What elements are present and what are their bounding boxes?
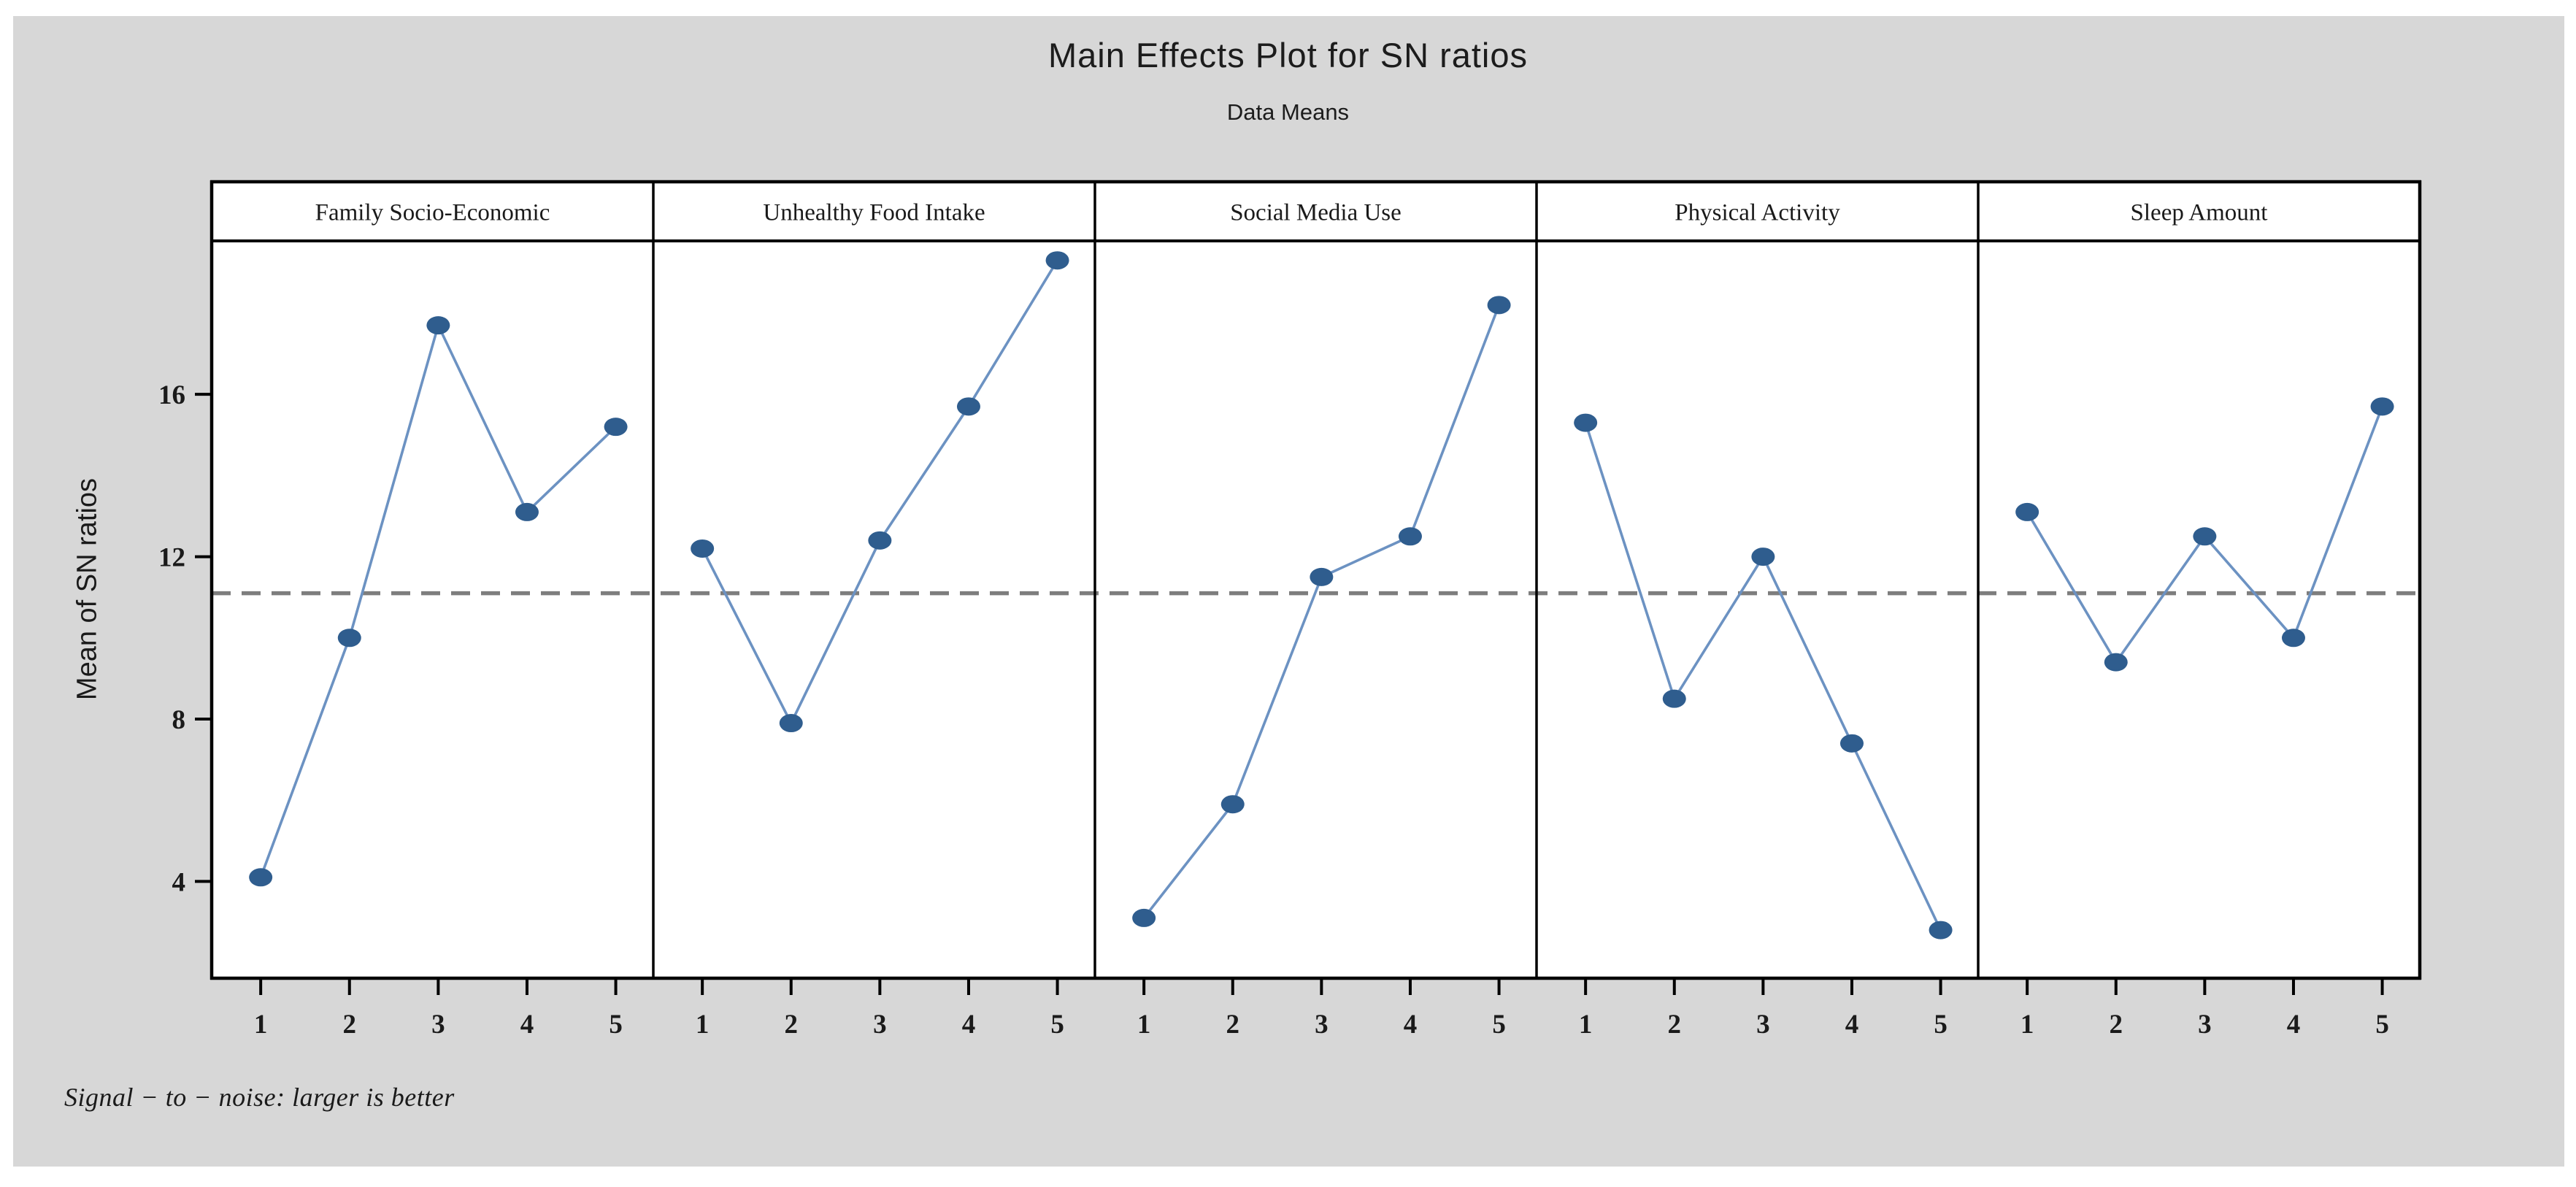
- data-point: [1132, 908, 1156, 927]
- x-tick-label: 1: [1137, 1010, 1151, 1040]
- x-tick-label: 5: [1492, 1010, 1506, 1040]
- data-point: [1751, 548, 1775, 566]
- x-tick-label: 4: [962, 1010, 976, 1040]
- x-tick-label: 5: [1050, 1010, 1064, 1040]
- data-point: [1487, 296, 1511, 315]
- x-tick-label: 3: [431, 1010, 445, 1040]
- y-tick-label: 8: [172, 705, 186, 735]
- x-tick-label: 1: [1579, 1010, 1593, 1040]
- data-point: [1045, 251, 1069, 270]
- data-point: [337, 629, 361, 648]
- x-tick-label: 1: [254, 1010, 268, 1040]
- x-tick-label: 3: [1756, 1010, 1770, 1040]
- x-tick-label: 4: [2287, 1010, 2301, 1040]
- data-point: [691, 539, 715, 558]
- panel-header-label: Physical Activity: [1675, 200, 1840, 226]
- x-tick-label: 2: [785, 1010, 799, 1040]
- data-point: [426, 316, 450, 335]
- x-tick-label: 1: [696, 1010, 710, 1040]
- panel-header-label: Social Media Use: [1230, 200, 1402, 226]
- data-point: [604, 418, 628, 437]
- data-point: [956, 397, 980, 416]
- data-point: [1929, 921, 1953, 940]
- chart-title: Main Effects Plot for SN ratios: [1047, 36, 1529, 74]
- data-point: [1662, 689, 1686, 708]
- data-point: [2370, 397, 2394, 416]
- data-point: [2193, 527, 2217, 546]
- signal-to-noise-footnote: Signal − to − noise: larger is better: [64, 1083, 455, 1112]
- x-tick-label: 2: [1668, 1010, 1682, 1040]
- x-tick-label: 5: [1934, 1010, 1948, 1040]
- data-point: [515, 502, 539, 521]
- panel-header-label: Sleep Amount: [2131, 200, 2268, 226]
- x-tick-label: 5: [609, 1010, 623, 1040]
- data-point: [249, 868, 273, 887]
- plot-area: [212, 241, 2420, 978]
- data-point: [1310, 567, 1334, 586]
- panel-header-label: Unhealthy Food Intake: [763, 200, 985, 226]
- x-tick-label: 4: [1404, 1010, 1418, 1040]
- x-tick-label: 4: [520, 1010, 534, 1040]
- x-tick-label: 3: [873, 1010, 887, 1040]
- x-tick-label: 2: [1226, 1010, 1240, 1040]
- x-tick-label: 4: [1845, 1010, 1859, 1040]
- y-tick-label: 4: [172, 867, 186, 897]
- panel-header-label: Family Socio-Economic: [315, 200, 550, 226]
- x-tick-label: 3: [1315, 1010, 1329, 1040]
- data-point: [1398, 527, 1422, 546]
- data-point: [779, 714, 803, 733]
- x-tick-label: 1: [2021, 1010, 2034, 1040]
- data-point: [1574, 413, 1598, 432]
- data-point: [2015, 502, 2039, 521]
- y-tick-label: 12: [158, 543, 185, 573]
- data-point: [1220, 795, 1245, 814]
- x-tick-label: 3: [2198, 1010, 2212, 1040]
- x-tick-label: 2: [343, 1010, 357, 1040]
- panel-header-band: [212, 182, 2420, 241]
- data-point: [868, 531, 892, 550]
- chart-subtitle: Data Means: [1226, 99, 1350, 125]
- x-tick-label: 2: [2110, 1010, 2123, 1040]
- data-point: [2281, 629, 2305, 648]
- data-point: [1839, 734, 1864, 753]
- x-tick-label: 5: [2375, 1010, 2389, 1040]
- y-tick-label: 16: [158, 380, 185, 410]
- data-point: [2104, 653, 2128, 672]
